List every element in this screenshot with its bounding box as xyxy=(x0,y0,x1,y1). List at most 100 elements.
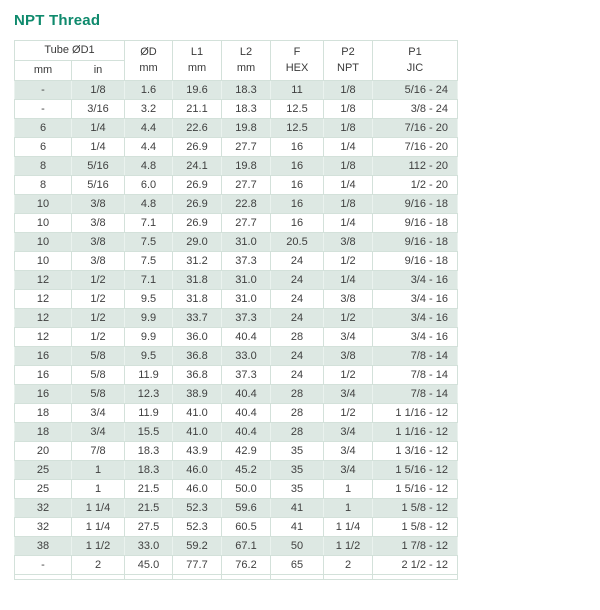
table-row: 10 3/8 7.1 26.9 27.7 16 1/4 9/16 - 18 xyxy=(14,213,458,233)
header-f-unit: HEX xyxy=(285,61,309,74)
table-cell: 8 xyxy=(14,156,72,176)
npt-thread-table: Tube ØD1 ØD mm L1 mm L2 mm F HEX P2 NPT xyxy=(14,40,458,580)
table-cell: 7.1 xyxy=(124,270,173,290)
table-cell: 3/8 xyxy=(323,346,373,366)
table-cell: 40.4 xyxy=(221,384,271,404)
table-cell xyxy=(172,574,222,580)
table-cell: 1 1/4 xyxy=(323,517,373,537)
table-cell: 41.0 xyxy=(172,403,222,423)
table-cell: 3/8 xyxy=(71,213,125,233)
table-cell: 12 xyxy=(14,308,72,328)
table-cell: 11.9 xyxy=(124,403,173,423)
table-cell: 9/16 - 18 xyxy=(372,232,458,252)
table-cell: 9.5 xyxy=(124,289,173,309)
table-cell: 12 xyxy=(14,270,72,290)
table-cell: 31.0 xyxy=(221,270,271,290)
table-cell: 3/16 xyxy=(71,99,125,119)
table-cell: 1/4 xyxy=(323,137,373,157)
header-l2-unit: mm xyxy=(236,61,256,74)
table-cell: 4.8 xyxy=(124,194,173,214)
table-cell: 20.5 xyxy=(270,232,324,252)
table-cell: 1/2 xyxy=(71,289,125,309)
table-cell xyxy=(124,574,173,580)
table-cell: 1/8 xyxy=(323,99,373,119)
table-cell: 35 xyxy=(270,479,324,499)
table-cell: 31.8 xyxy=(172,289,222,309)
table-row: 8 5/16 6.0 26.9 27.7 16 1/4 1/2 - 20 xyxy=(14,175,458,195)
table-cell: 1 xyxy=(71,479,125,499)
table-cell: 1/2 xyxy=(323,365,373,385)
table-cell: 9.9 xyxy=(124,308,173,328)
table-cell: 46.0 xyxy=(172,460,222,480)
table-cell: 3/8 - 24 xyxy=(372,99,458,119)
table-cell: 16 xyxy=(14,365,72,385)
table-cell: 5/16 xyxy=(71,156,125,176)
table-cell: 1/4 xyxy=(71,118,125,138)
table-row: -2 45.0 77.7 76.2 65 2 2 1/2 - 12 xyxy=(14,555,458,575)
table-cell: 45.2 xyxy=(221,460,271,480)
table-cell: - xyxy=(14,99,72,119)
table-row: 12 1/2 7.1 31.8 31.0 24 1/4 3/4 - 16 xyxy=(14,270,458,290)
table-cell: 36.0 xyxy=(172,327,222,347)
table-cell: 77.7 xyxy=(172,555,222,575)
table-cell: 1 1/16 - 12 xyxy=(372,403,458,423)
table-body: -1/8 1.6 19.6 18.3 11 1/8 5/16 - 24-3/16 3.2 21.… xyxy=(14,80,458,580)
table-cell: 7/16 - 20 xyxy=(372,118,458,138)
header-tube-mm: mm xyxy=(14,60,72,81)
table-cell: 35 xyxy=(270,460,324,480)
table-cell: 10 xyxy=(14,194,72,214)
table-cell: 1/2 xyxy=(323,308,373,328)
table-cell: 18.3 xyxy=(221,99,271,119)
table-cell: 9/16 - 18 xyxy=(372,251,458,271)
table-cell: 28 xyxy=(270,384,324,404)
table-cell: 18.3 xyxy=(124,441,173,461)
table-cell: 16 xyxy=(270,213,324,233)
table-cell: 37.3 xyxy=(221,365,271,385)
table-cell: 26.9 xyxy=(172,137,222,157)
table-cell: 31.0 xyxy=(221,289,271,309)
table-row: 16 5/8 11.9 36.8 37.3 24 1/2 7/8 - 14 xyxy=(14,365,458,385)
table-cell: 112 - 20 xyxy=(372,156,458,176)
table-cell: 40.4 xyxy=(221,422,271,442)
table-row: -3/16 3.2 21.1 18.3 12.5 1/8 3/8 - 24 xyxy=(14,99,458,119)
table-cell: 4.4 xyxy=(124,118,173,138)
table-cell: 1.6 xyxy=(124,80,173,100)
table-cell: 9.5 xyxy=(124,346,173,366)
table-cell: 3/4 xyxy=(323,384,373,404)
table-cell: 36.8 xyxy=(172,346,222,366)
table-cell: 27.7 xyxy=(221,137,271,157)
header-od-unit: mm xyxy=(139,61,158,74)
header-tube-od1: Tube ØD1 xyxy=(14,40,125,61)
header-p1-label: P1 xyxy=(408,45,422,58)
table-cell: 3/4 xyxy=(323,327,373,347)
table-cell: 16 xyxy=(270,175,324,195)
table-cell: 11.9 xyxy=(124,365,173,385)
table-cell: 1 1/16 - 12 xyxy=(372,422,458,442)
table-row: 12 1/2 9.9 36.0 40.4 28 3/4 3/4 - 16 xyxy=(14,327,458,347)
table-row: 12 1/2 9.9 33.7 37.3 24 1/2 3/4 - 16 xyxy=(14,308,458,328)
header-od: ØD mm xyxy=(124,40,173,81)
table-cell: 12.5 xyxy=(270,118,324,138)
table-cell: 16 xyxy=(270,156,324,176)
table-cell xyxy=(372,574,458,580)
table-cell: 3/4 xyxy=(71,422,125,442)
table-cell: 1/8 xyxy=(323,156,373,176)
table-cell: 7.5 xyxy=(124,251,173,271)
table-cell: 1 7/8 - 12 xyxy=(372,536,458,556)
table-cell: 1/2 xyxy=(71,327,125,347)
table-row: 10 3/8 4.8 26.9 22.8 16 1/8 9/16 - 18 xyxy=(14,194,458,214)
table-cell: 24 xyxy=(270,289,324,309)
table-cell: 59.6 xyxy=(221,498,271,518)
table-cell: 3/4 - 16 xyxy=(372,308,458,328)
table-cell: 9/16 - 18 xyxy=(372,213,458,233)
table-row: 6 1/4 4.4 22.6 19.8 12.5 1/8 7/16 - 20 xyxy=(14,118,458,138)
table-cell: 50.0 xyxy=(221,479,271,499)
table-cell: 18 xyxy=(14,403,72,423)
header-l2: L2 mm xyxy=(221,40,271,81)
table-cell: 41.0 xyxy=(172,422,222,442)
table-cell: 4.4 xyxy=(124,137,173,157)
table-cell: 20 xyxy=(14,441,72,461)
table-cell: 9.9 xyxy=(124,327,173,347)
header-f-hex: F HEX xyxy=(270,40,324,81)
table-cell: 59.2 xyxy=(172,536,222,556)
